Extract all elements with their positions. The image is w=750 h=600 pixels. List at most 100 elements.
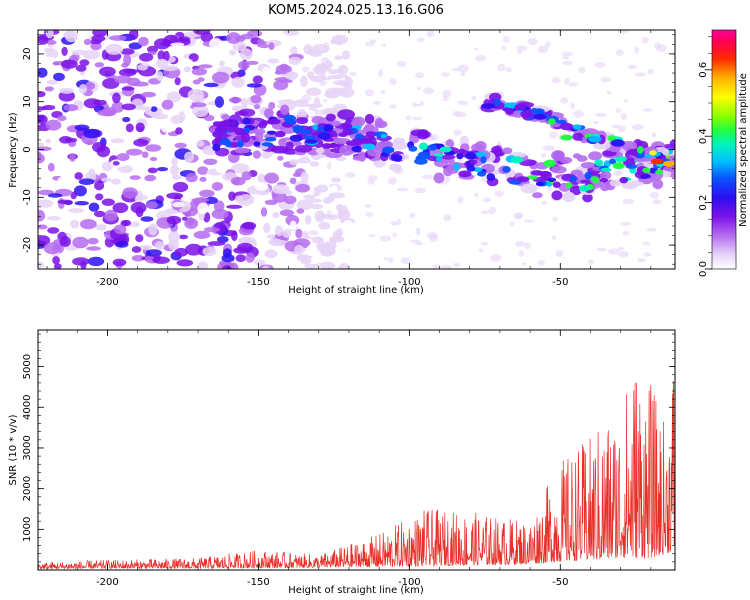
spectrogram-blob [301,111,308,117]
spectrogram-blob [620,222,632,226]
spectrogram-blob [72,257,90,266]
spectrogram-blob [83,128,101,139]
spectrogram-blob [88,202,100,212]
spectrogram-blob [156,71,164,82]
colorbar-tick-label: 0.0 [698,261,709,277]
spectrogram-blob [197,166,209,175]
spectrogram-blob [246,83,263,88]
spectrogram-blob [46,40,57,45]
y-tick-label: 0 [22,146,33,152]
spectrogram-blob [202,246,217,257]
spectrogram-blob [152,113,169,120]
spectrogram-blob [515,240,526,247]
spectrogram-blob [642,108,653,112]
spectrogram-blob [593,141,611,150]
spectrogram-blob [350,138,364,146]
spectrogram-blob [166,215,182,225]
spectrogram-blob [134,196,144,202]
spectrogram-blob [99,66,116,77]
spectrogram-blob [75,64,87,72]
spectrogram-blob [365,212,374,217]
spectrogram-blob [387,177,397,185]
spectrogram-blob [647,68,654,75]
snr-y-ticks: 1000 2000 3000 4000 5000 [22,333,675,571]
colorbar-gradient [712,30,736,269]
spectrogram-blob [600,77,612,83]
y-tick-label: 10 [22,95,33,108]
spectrogram-blob [642,167,651,174]
spectrogram-blob [316,184,328,193]
spectrogram-blob [390,154,403,162]
spectrogram-blob [292,172,301,177]
spectrogram-blob [565,182,573,189]
spectrogram-blob [301,231,309,239]
spectrogram-blob [211,182,223,191]
spectrogram-blob [426,30,435,38]
spectrogram-blob [442,89,452,98]
spectrogram-blob [317,132,331,140]
spectrogram-blob [325,113,336,122]
spectrogram-blob [324,108,334,115]
spectrogram-blob [501,45,507,51]
spectrogram-blob [620,113,627,120]
spectrogram-blob [203,82,219,88]
spectrogram-blob [323,125,331,132]
spectrogram-blob [289,220,297,231]
spectrogram-blob [457,100,469,106]
x-tick-label: -150 [247,277,270,288]
spectrogram-blob [423,87,435,95]
spectrogram-blob [174,77,181,86]
spectrogram-blob [91,34,106,43]
spectrogram-blob [192,105,209,117]
spectrogram-blob [551,235,557,240]
spectrogram-blob [335,228,344,237]
spectrogram-blob [561,51,574,57]
spectrogram-blob [57,115,67,122]
spectrogram-blob [337,109,355,120]
spectrogram-blob [645,228,658,232]
spectrogram-blob [234,147,250,154]
spectrogram-blob [101,177,112,182]
spectrogram-blob [157,50,165,61]
spectrogram-blob [294,145,313,153]
spectrogram-blob [354,145,362,153]
spectrogram-blob [252,75,263,84]
spectrogram-blob [209,38,223,50]
spectrogram-blob [96,89,107,101]
spectrogram-blob [196,140,205,147]
spectrogram-blob [414,187,427,194]
spectrogram-blob [38,261,45,269]
spectrogram-blob [382,43,387,48]
spectrogram-blob [65,30,78,43]
spectrogram-blob [272,212,280,219]
spectrogram-blob [656,44,667,53]
spectrogram-blob [52,61,60,66]
snr-frame [37,329,676,571]
spectrogram-blob [545,41,551,48]
spectrogram-blob [562,56,569,60]
spectrogram-blob [140,216,154,222]
spectrogram-blob [294,244,304,255]
spectrogram-blob [622,198,635,205]
spectrogram-blob [215,165,226,174]
spectrogram-blob [592,178,600,184]
spectrogram-blob [156,167,169,172]
snr-series-line [38,381,675,570]
spectrogram-blob [409,212,416,218]
spectrogram-blob [564,77,570,85]
spectrogram-blob [416,86,421,90]
spectrogram-blob [655,169,664,175]
spectrogram-blob [374,120,388,129]
spectrogram-blob [212,71,230,84]
spectrogram-blob [573,110,584,118]
spectrogram-blob [645,153,652,159]
spectrogram-blob [234,110,249,116]
spectrogram-blob [261,120,269,126]
spectrogram-blob [415,72,424,79]
spectrogram-blob [279,79,293,84]
spectrogram-blob [631,124,644,131]
spectrogram-xlabel: Height of straight line (km) [288,285,424,296]
spectrogram-blob [396,187,409,192]
spectrogram-blob [193,230,211,239]
